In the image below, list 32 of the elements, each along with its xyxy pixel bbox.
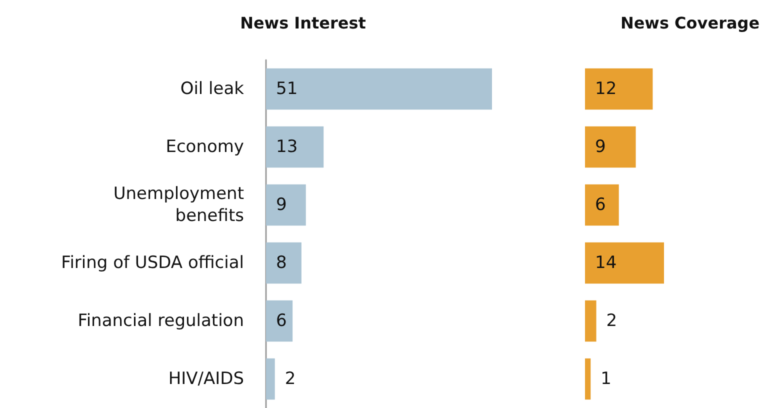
- y-tick-label: Firing of USDA official: [61, 253, 244, 273]
- data-label: 1: [600, 369, 612, 389]
- bar: [266, 358, 275, 400]
- bar: [585, 358, 591, 400]
- bar: [266, 126, 324, 168]
- chart-title: News Coverage: [620, 14, 760, 32]
- data-label: 9: [276, 195, 287, 215]
- data-label: 13: [276, 137, 298, 157]
- bar: [266, 242, 302, 284]
- y-tick-label: Economy: [166, 137, 244, 157]
- bar: [585, 184, 619, 226]
- y-tick-label: Financial regulation: [78, 311, 244, 331]
- y-tick-label: Unemployment benefits: [113, 184, 244, 226]
- bar: [266, 300, 293, 342]
- bar: [585, 242, 664, 284]
- bar: [585, 68, 653, 110]
- data-label: 2: [284, 369, 296, 389]
- data-label: 8: [276, 253, 287, 273]
- chart-title: News Interest: [240, 14, 366, 32]
- data-label: 6: [276, 311, 287, 331]
- bar: [585, 126, 636, 168]
- data-label: 6: [595, 195, 606, 215]
- data-label: 9: [595, 137, 606, 157]
- data-label: 51: [276, 79, 298, 99]
- y-tick-label: HIV/AIDS: [168, 369, 244, 389]
- bar: [266, 68, 492, 110]
- data-label: 2: [606, 311, 618, 331]
- data-label: 12: [595, 79, 617, 99]
- data-label: 14: [595, 253, 617, 273]
- bar: [585, 300, 596, 342]
- bar: [266, 184, 306, 226]
- y-tick-label: Oil leak: [180, 79, 244, 99]
